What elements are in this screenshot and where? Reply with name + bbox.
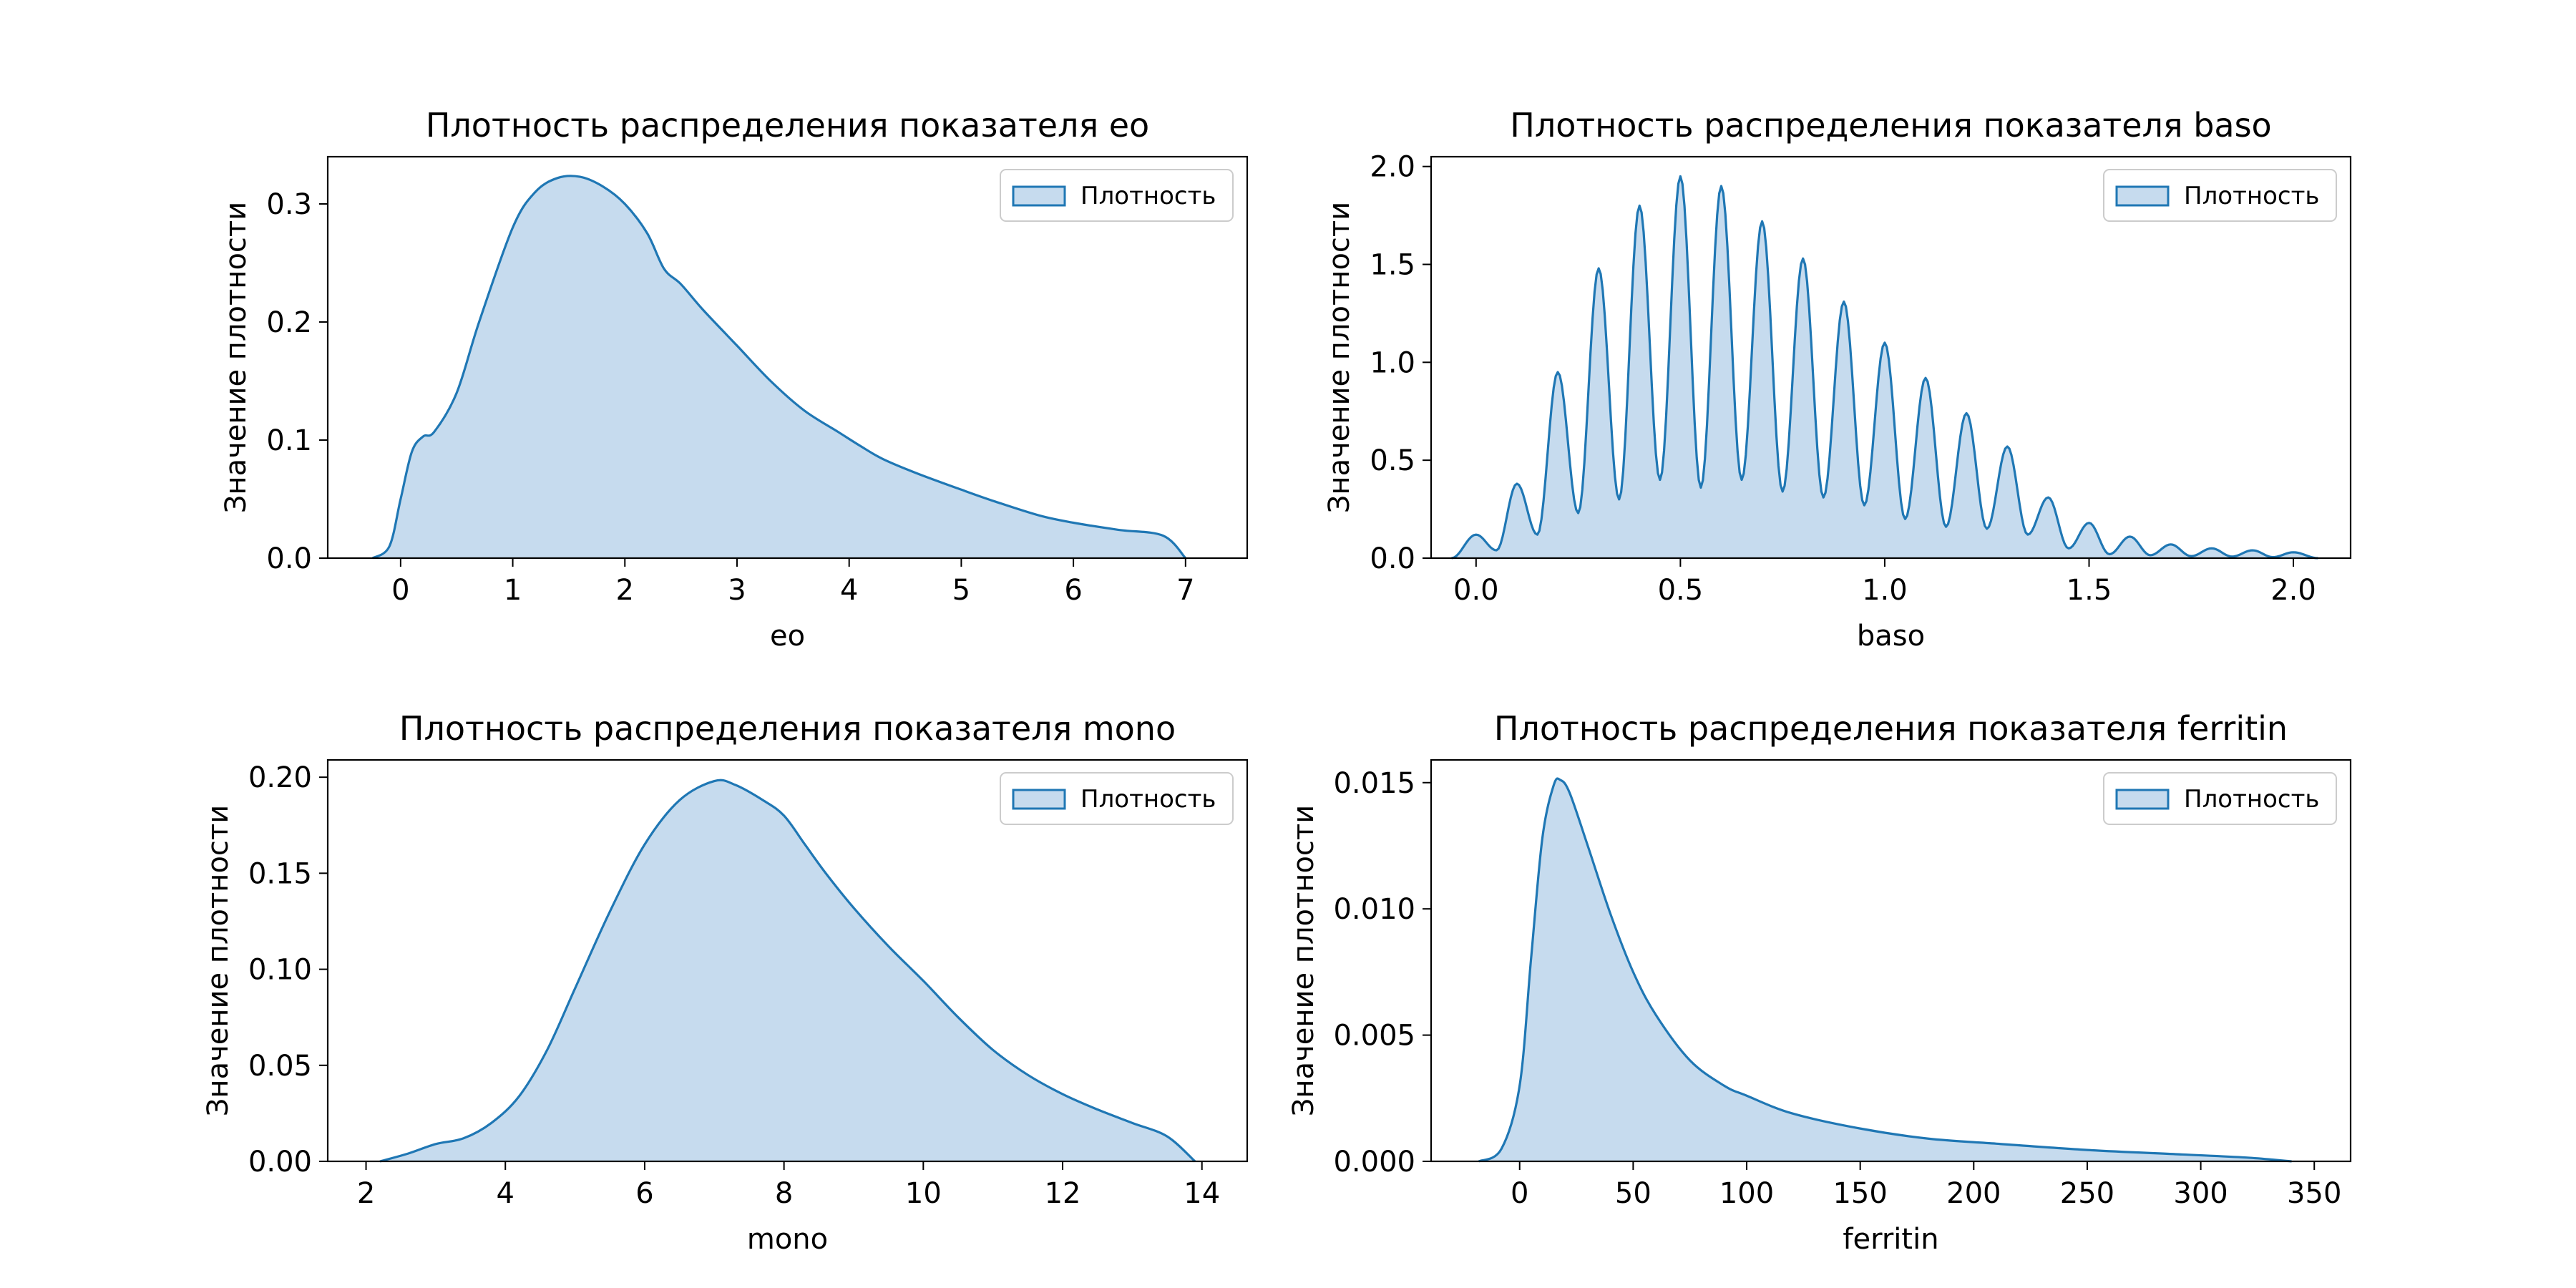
axes-frame [326,758,1249,1163]
x-tick-label: 50 [1615,1177,1652,1210]
chart-title: Плотность распределения показателя mono [399,709,1176,748]
legend-label: Плотность [1080,182,1216,210]
x-tick-label: 0.5 [1658,574,1704,607]
x-tick-label: 14 [1184,1177,1220,1210]
y-tick-label: 0.010 [1333,893,1415,926]
y-tick-label: 0.5 [1370,444,1415,477]
x-axis-label: baso [1857,620,1925,653]
x-tick-label: 8 [775,1177,793,1210]
x-tick-label: 0 [391,574,409,607]
y-tick-label: 0.20 [248,761,312,794]
chart-title: Плотность распределения показателя ferri… [1494,709,2288,748]
legend: Плотность [2103,772,2337,825]
subplot-1: 0 1 2 3 4 5 6 7 0.0 0.1 0.2 0.3 Плотность распределе… [220,106,1249,653]
y-tick-label: 0.0 [1370,542,1415,575]
y-axis-label: Значение плотности [1287,805,1320,1116]
density-area [380,780,1195,1161]
chart-title: Плотность распределения показателя eo [426,106,1149,145]
density-line [371,175,1187,560]
legend-swatch [2115,789,2170,810]
legend-swatch [1012,789,1066,810]
y-tick-label: 1.0 [1370,346,1415,379]
x-axis-label: ferritin [1843,1223,1938,1256]
x-tick-label: 10 [905,1177,942,1210]
y-tick-label: 0.1 [266,424,312,457]
x-tick-label: 6 [635,1177,653,1210]
legend: Плотность [1000,169,1234,222]
y-tick-label: 0.005 [1333,1020,1415,1053]
legend-label: Плотность [2184,785,2319,814]
axes-frame [1430,155,2352,560]
density-area [1478,778,2292,1161]
x-tick-label: 300 [2173,1177,2228,1210]
y-axis-label: Значение плотности [220,202,253,513]
subplot-3: 2 4 6 8 10 12 14 0.00 0.05 0.10 0.15 0.20 Плотность … [202,709,1249,1256]
subplot-2: 0.0 0.5 1.0 1.5 2.0 0.0 0.5 1.0 1.5 2.0 Плотность … [1323,106,2352,653]
x-tick-label: 2 [616,574,634,607]
x-tick-label: 1.0 [1862,574,1908,607]
density-area [1451,176,2318,558]
x-tick-label: 150 [1833,1177,1887,1210]
x-tick-label: 0 [1511,1177,1528,1210]
legend: Плотность [1000,772,1234,825]
x-tick-label: 100 [1719,1177,1774,1210]
legend-box [2103,772,2337,825]
x-tick-label: 4 [497,1177,514,1210]
y-tick-label: 0.15 [248,857,312,890]
x-tick-label: 7 [1176,574,1194,607]
chart-title: Плотность распределения показателя baso [1510,106,2271,145]
x-tick-label: 4 [840,574,858,607]
legend-box [2103,169,2337,222]
y-tick-label: 1.5 [1370,249,1415,282]
density-line [1478,777,2292,1163]
subplot-4: 0 50 100 150 200 250 300 350 0.000 0.005 0.010 0.01… [1287,709,2352,1256]
density-area [372,175,1186,558]
y-axis-label: Значение плотности [1323,202,1356,513]
legend-label: Плотность [1080,785,1216,814]
x-tick-label: 250 [2060,1177,2114,1210]
legend: Плотность [2103,169,2337,222]
y-tick-label: 0.10 [248,954,312,987]
y-tick-label: 0.2 [266,306,312,339]
y-tick-label: 0.3 [266,188,312,221]
legend-swatch [2115,185,2170,207]
x-axis-label: mono [747,1223,828,1256]
x-tick-label: 12 [1045,1177,1081,1210]
axes-frame [326,155,1249,560]
legend-label: Плотность [2184,182,2319,210]
x-tick-label: 6 [1064,574,1082,607]
y-tick-label: 0.0 [266,542,312,575]
legend-box [1000,169,1234,222]
x-tick-label: 1 [504,574,522,607]
x-tick-label: 3 [728,574,746,607]
y-tick-label: 2.0 [1370,151,1415,184]
density-line [1451,175,2318,560]
x-tick-label: 2.0 [2270,574,2316,607]
y-tick-label: 0.015 [1333,767,1415,800]
x-tick-label: 0.0 [1453,574,1499,607]
y-tick-label: 0.000 [1333,1146,1415,1179]
x-tick-label: 2 [357,1177,375,1210]
x-tick-label: 1.5 [2067,574,2112,607]
legend-swatch [1012,185,1066,207]
x-tick-label: 350 [2287,1177,2341,1210]
x-tick-label: 200 [1946,1177,2001,1210]
x-axis-label: eo [770,620,805,653]
y-tick-label: 0.05 [248,1050,312,1083]
density-line [379,779,1196,1163]
y-tick-label: 0.00 [248,1146,312,1179]
axes-frame [1430,758,2352,1163]
x-tick-label: 5 [952,574,970,607]
y-axis-label: Значение плотности [202,805,235,1116]
legend-box [1000,772,1234,825]
